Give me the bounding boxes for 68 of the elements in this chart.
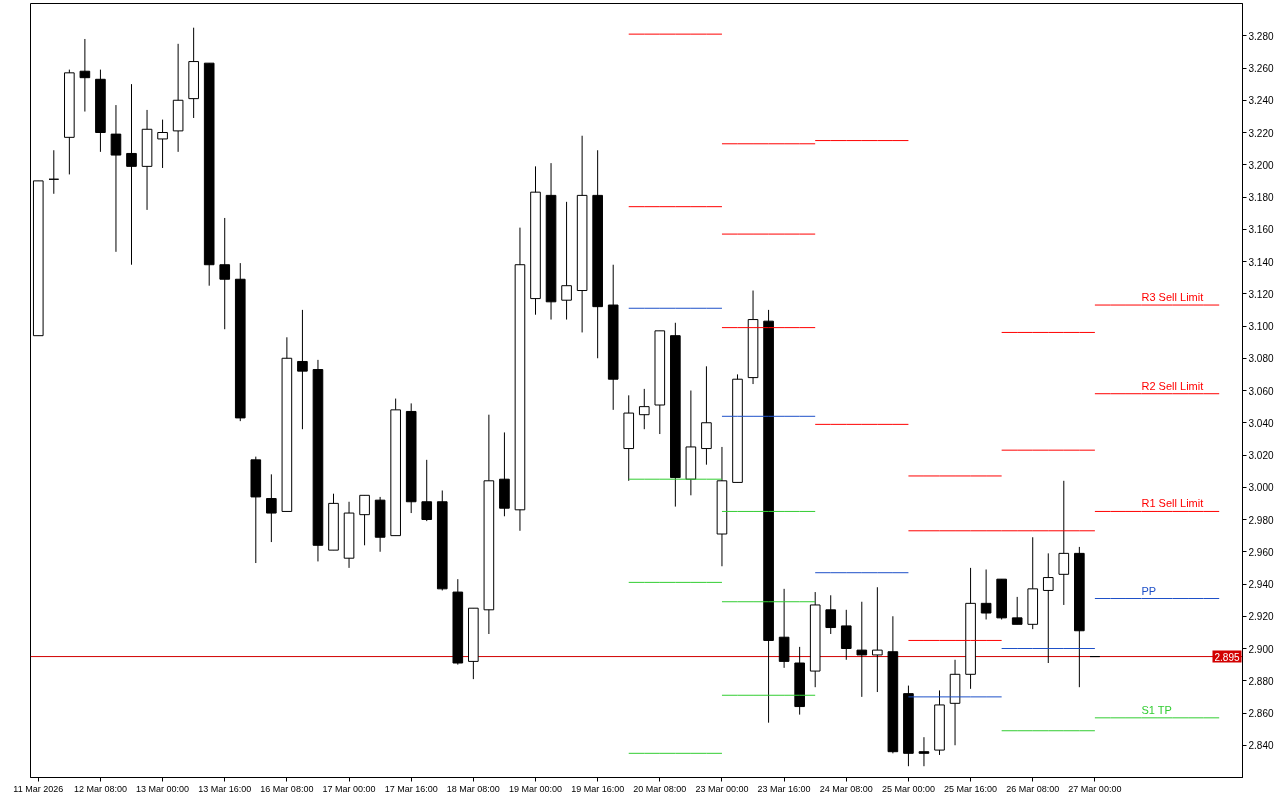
candlestick xyxy=(126,83,137,266)
y-tick-label: 3.080 xyxy=(1248,353,1274,365)
candlestick xyxy=(872,586,883,693)
y-tick-label: 3.200 xyxy=(1248,159,1274,171)
candlestick xyxy=(1011,596,1023,625)
y-tick-label: 3.220 xyxy=(1248,127,1274,139)
y-tick-label: 3.260 xyxy=(1248,63,1274,74)
series-label: R1 Sell Limit xyxy=(1141,497,1204,510)
x-tick-label: 16 Mar 08:00 xyxy=(260,783,314,794)
y-tick-label: 3.000 xyxy=(1248,482,1274,494)
candlestick xyxy=(856,601,868,698)
x-tick-label: 18 Mar 08:00 xyxy=(446,783,500,794)
y-tick-label: 2.960 xyxy=(1248,546,1274,558)
y-tick-label: 2.940 xyxy=(1248,579,1274,590)
candlestick xyxy=(1058,480,1070,606)
series-label: S1 TP xyxy=(1141,703,1172,716)
candlestick xyxy=(157,119,168,169)
x-tick-label: 23 Mar 16:00 xyxy=(757,783,811,794)
x-tick-label: 27 Mar 00:00 xyxy=(1068,783,1122,794)
y-tick-label: 3.140 xyxy=(1248,256,1274,268)
series-label: PP xyxy=(1141,584,1157,597)
x-tick-label: 25 Mar 16:00 xyxy=(944,783,998,794)
candlestick xyxy=(297,309,308,430)
y-tick-label: 3.020 xyxy=(1248,450,1274,461)
x-tick-label: 11 Mar 2026 xyxy=(13,783,64,794)
y-tick-label: 2.840 xyxy=(1248,740,1274,752)
series-label: R3 Sell Limit xyxy=(1141,291,1204,304)
y-tick-label: 3.100 xyxy=(1248,321,1274,332)
x-tick-label: 19 Mar 00:00 xyxy=(508,783,563,794)
x-tick-label: 24 Mar 08:00 xyxy=(819,783,873,794)
candlestick xyxy=(1042,552,1054,664)
candlestick xyxy=(561,201,572,321)
y-tick-label: 3.160 xyxy=(1248,224,1274,236)
y-tick-label: 2.860 xyxy=(1248,708,1274,719)
candlestick xyxy=(421,459,433,522)
y-tick-label: 3.280 xyxy=(1248,30,1274,42)
candlestick xyxy=(79,38,91,113)
candlestick xyxy=(638,388,650,430)
y-tick-label: 3.180 xyxy=(1248,192,1274,203)
y-tick-label: 2.980 xyxy=(1248,514,1274,526)
x-tick-label: 19 Mar 16:00 xyxy=(571,783,625,794)
candlestick xyxy=(840,609,852,661)
x-tick-label: 26 Mar 08:00 xyxy=(1006,783,1060,794)
y-tick-label: 2.920 xyxy=(1248,611,1274,623)
candlestick xyxy=(110,104,122,253)
y-tick-label: 3.040 xyxy=(1248,417,1274,429)
candlestick xyxy=(980,568,992,620)
y-tick-label: 2.900 xyxy=(1248,643,1274,655)
y-tick-label: 3.120 xyxy=(1248,288,1274,300)
candlestick xyxy=(219,217,231,330)
candlestick xyxy=(48,149,60,195)
candlestick xyxy=(918,736,930,767)
x-tick-label: 23 Mar 00:00 xyxy=(695,783,749,794)
x-tick-label: 25 Mar 00:00 xyxy=(881,783,935,794)
x-tick-label: 13 Mar 16:00 xyxy=(198,783,252,794)
candlestick xyxy=(266,473,277,543)
x-tick-label: 17 Mar 16:00 xyxy=(384,783,438,794)
x-tick-label: 17 Mar 00:00 xyxy=(322,783,376,794)
ref-line-label: 2.895 xyxy=(1214,651,1240,663)
y-tick-label: 2.880 xyxy=(1248,675,1274,687)
candlestick xyxy=(359,494,370,546)
series-label: R2 Sell Limit xyxy=(1141,379,1204,392)
x-tick-label: 13 Mar 00:00 xyxy=(136,783,190,794)
x-tick-label: 12 Mar 08:00 xyxy=(73,783,127,794)
y-tick-label: 3.240 xyxy=(1248,95,1274,107)
x-tick-label: 20 Mar 08:00 xyxy=(633,783,687,794)
y-tick-label: 3.060 xyxy=(1248,385,1274,397)
candlestick xyxy=(825,594,837,635)
